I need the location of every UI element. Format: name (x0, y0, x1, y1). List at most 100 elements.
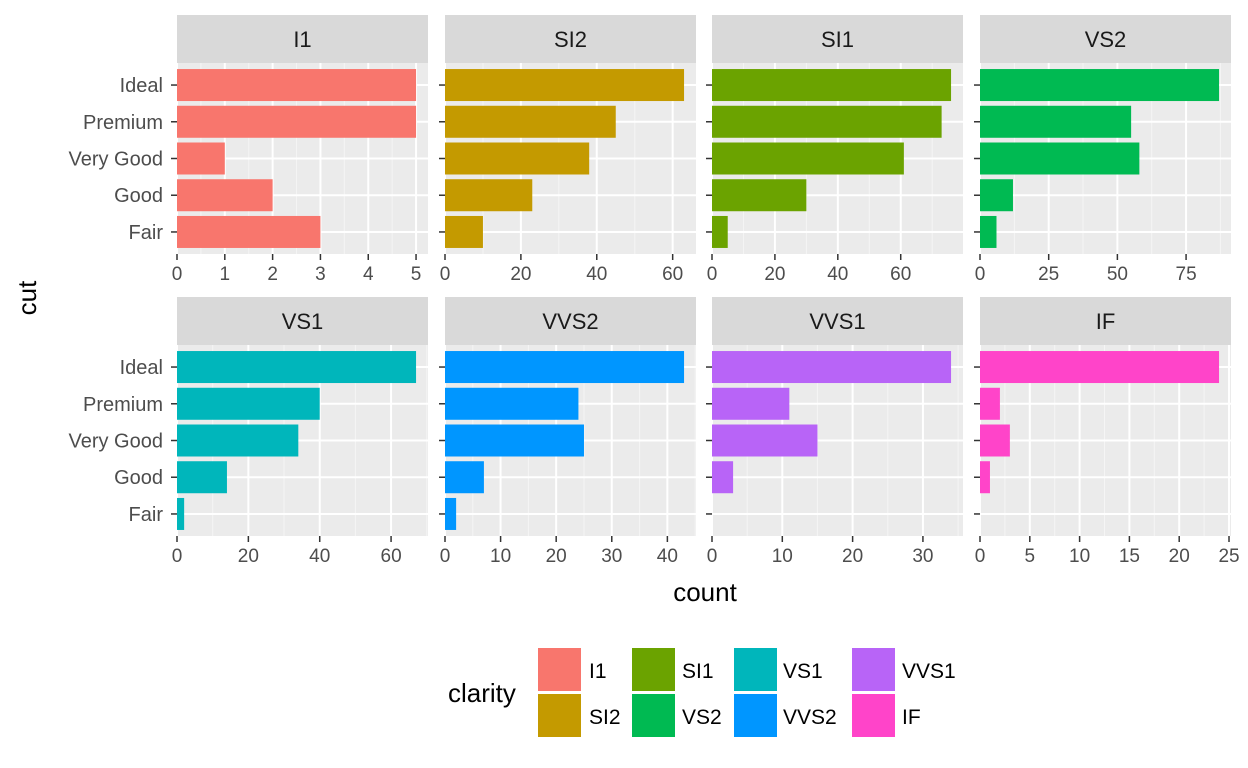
legend-key-vs2 (632, 694, 675, 737)
legend-key-si1 (632, 648, 675, 691)
legend-label-vvs1: VVS1 (902, 660, 956, 683)
x-tick-label: 30 (601, 546, 622, 567)
facet-strip-vvs1 (712, 297, 963, 345)
bar-si2-ideal (445, 69, 685, 102)
x-tick-label: 5 (1025, 546, 1036, 567)
x-tick-label: 20 (510, 264, 531, 285)
y-axis-title: cut (12, 280, 42, 315)
x-tick-label: 60 (890, 264, 911, 285)
x-tick-label: 20 (1169, 546, 1190, 567)
bar-i1-good (177, 179, 273, 212)
facet-strip-if (980, 297, 1231, 345)
x-tick-label: 50 (1107, 264, 1128, 285)
x-tick-label: 20 (546, 546, 567, 567)
bar-vvs1-very-good (712, 424, 818, 457)
facet-strip-label-vvs1: VVS1 (809, 309, 865, 334)
legend-key-vvs2 (734, 694, 777, 737)
bar-si2-good (445, 179, 533, 212)
x-tick-label: 25 (1038, 264, 1059, 285)
bar-vvs1-ideal (712, 351, 952, 384)
facet-strip-label-vvs2: VVS2 (542, 309, 598, 334)
facet-strip-label-i1: I1 (293, 27, 311, 52)
x-tick-label: 0 (172, 264, 183, 285)
legend-key-vvs1 (852, 648, 895, 691)
facet-strip-vs2 (980, 15, 1231, 63)
x-tick-label: 3 (315, 264, 326, 285)
bar-si2-fair (445, 215, 483, 248)
bar-i1-very-good (177, 142, 225, 175)
bar-i1-premium (177, 105, 417, 138)
y-tick-label: Ideal (120, 357, 163, 379)
bar-vs1-fair (177, 497, 185, 530)
x-tick-label: 60 (381, 546, 402, 567)
x-tick-label: 40 (827, 264, 848, 285)
y-tick-label: Good (114, 185, 163, 207)
x-tick-label: 5 (411, 264, 422, 285)
bar-vvs1-premium (712, 387, 790, 420)
x-tick-label: 10 (772, 546, 793, 567)
bar-vvs2-ideal (445, 351, 685, 384)
legend-label-vs2: VS2 (682, 706, 722, 729)
y-tick-label: Good (114, 467, 163, 489)
facet-strip-label-if: IF (1096, 309, 1116, 334)
bar-if-ideal (980, 351, 1220, 384)
legend-key-i1 (538, 648, 581, 691)
x-tick-label: 0 (440, 546, 451, 567)
bar-vs1-premium (177, 387, 320, 420)
bar-si1-premium (712, 105, 942, 138)
bar-vvs1-good (712, 461, 734, 494)
x-tick-label: 20 (842, 546, 863, 567)
legend-key-si2 (538, 694, 581, 737)
legend-label-i1: I1 (589, 660, 607, 683)
x-tick-label: 20 (764, 264, 785, 285)
x-tick-label: 10 (490, 546, 511, 567)
facet-strip-si1 (712, 15, 963, 63)
bar-si1-ideal (712, 69, 952, 102)
x-tick-label: 30 (912, 546, 933, 567)
bar-si1-fair (712, 215, 728, 248)
y-tick-label: Very Good (68, 431, 163, 453)
y-tick-label: Premium (83, 394, 163, 416)
bar-si1-good (712, 179, 807, 212)
facet-strip-vs1 (177, 297, 428, 345)
bar-vs1-very-good (177, 424, 299, 457)
bar-if-premium (980, 387, 1000, 420)
legend-label-if: IF (902, 706, 921, 729)
legend-label-si2: SI2 (589, 706, 621, 729)
bar-i1-fair (177, 215, 321, 248)
x-tick-label: 0 (707, 264, 718, 285)
bar-vs2-good (980, 179, 1013, 212)
facet-strip-label-si2: SI2 (554, 27, 587, 52)
x-tick-label: 0 (975, 264, 986, 285)
bar-i1-ideal (177, 69, 417, 102)
x-tick-label: 40 (657, 546, 678, 567)
y-tick-label: Fair (129, 222, 164, 244)
y-tick-label: Very Good (68, 149, 163, 171)
legend-key-vs1 (734, 648, 777, 691)
x-tick-label: 0 (975, 546, 986, 567)
x-tick-label: 1 (220, 264, 231, 285)
y-tick-label: Ideal (120, 75, 163, 97)
bar-vs2-fair (980, 215, 997, 248)
bar-if-good (980, 461, 990, 494)
x-tick-label: 60 (662, 264, 683, 285)
legend-key-if (852, 694, 895, 737)
legend-title: clarity (448, 678, 516, 708)
bar-vs2-premium (980, 105, 1132, 138)
x-tick-label: 40 (309, 546, 330, 567)
x-tick-label: 25 (1218, 546, 1239, 567)
legend-label-si1: SI1 (682, 660, 714, 683)
bar-si1-very-good (712, 142, 904, 175)
bar-si2-very-good (445, 142, 590, 175)
x-tick-label: 75 (1176, 264, 1197, 285)
x-axis-title: count (673, 577, 737, 607)
bar-si2-premium (445, 105, 616, 138)
facet-strip-si2 (445, 15, 696, 63)
bar-vs2-ideal (980, 69, 1220, 102)
bar-vs1-good (177, 461, 227, 494)
facet-strip-label-vs1: VS1 (282, 309, 324, 334)
bar-vvs2-very-good (445, 424, 584, 457)
x-tick-label: 40 (586, 264, 607, 285)
